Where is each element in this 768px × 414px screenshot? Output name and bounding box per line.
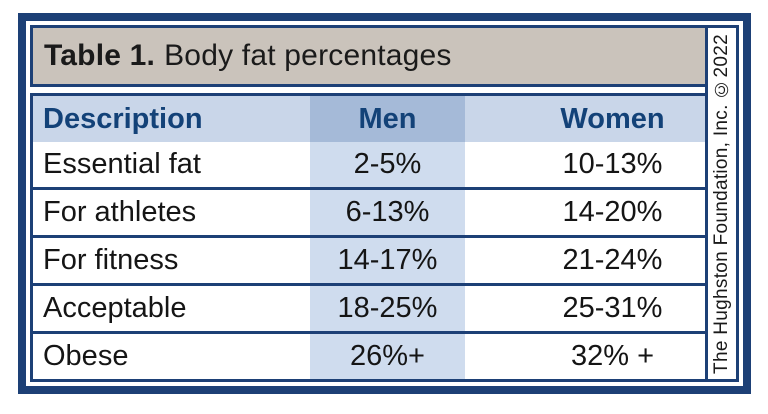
table-header-row: Description Men Women xyxy=(33,96,705,142)
table-row: Obese 26%+ 32% + xyxy=(33,331,705,379)
cell-men: 6-13% xyxy=(310,190,465,235)
table-number-label: Table 1. xyxy=(44,39,156,72)
cell-women: 10-13% xyxy=(562,148,663,180)
cell-women: 21-24% xyxy=(562,244,663,276)
table-row: Acceptable 18-25% 25-31% xyxy=(33,283,705,331)
cell-description: Acceptable xyxy=(43,292,187,324)
credit-strip: The Hughston Foundation, Inc. ©2022 xyxy=(705,25,739,382)
cell-description: For fitness xyxy=(43,244,179,276)
table-figure-frame: Table 1. Body fat percentages Descriptio… xyxy=(18,13,751,394)
copyright-credit-text: The Hughston Foundation, Inc. ©2022 xyxy=(711,33,732,374)
title-bar: Table 1. Body fat percentages xyxy=(30,25,705,87)
table-row: For athletes 6-13% 14-20% xyxy=(33,187,705,235)
body-fat-table: Description Men Women Essential fat 2-5%… xyxy=(30,93,705,382)
cell-men: 26%+ xyxy=(310,334,465,379)
cell-women: 25-31% xyxy=(562,292,663,324)
header-description: Description xyxy=(43,102,203,135)
cell-women: 32% + xyxy=(570,340,655,372)
table-row: Essential fat 2-5% 10-13% xyxy=(33,142,705,187)
cell-description: Obese xyxy=(43,340,129,372)
header-men: Men xyxy=(310,96,465,142)
cell-men: 2-5% xyxy=(310,142,465,187)
cell-men: 18-25% xyxy=(310,286,465,331)
cell-men: 14-17% xyxy=(310,238,465,283)
header-women: Women xyxy=(560,102,665,135)
cell-women: 14-20% xyxy=(562,196,663,228)
cell-description: For athletes xyxy=(43,196,197,228)
table-row: For fitness 14-17% 21-24% xyxy=(33,235,705,283)
cell-description: Essential fat xyxy=(43,148,201,180)
table-title-text: Body fat percentages xyxy=(164,39,452,72)
main-column: Table 1. Body fat percentages Descriptio… xyxy=(30,25,705,382)
